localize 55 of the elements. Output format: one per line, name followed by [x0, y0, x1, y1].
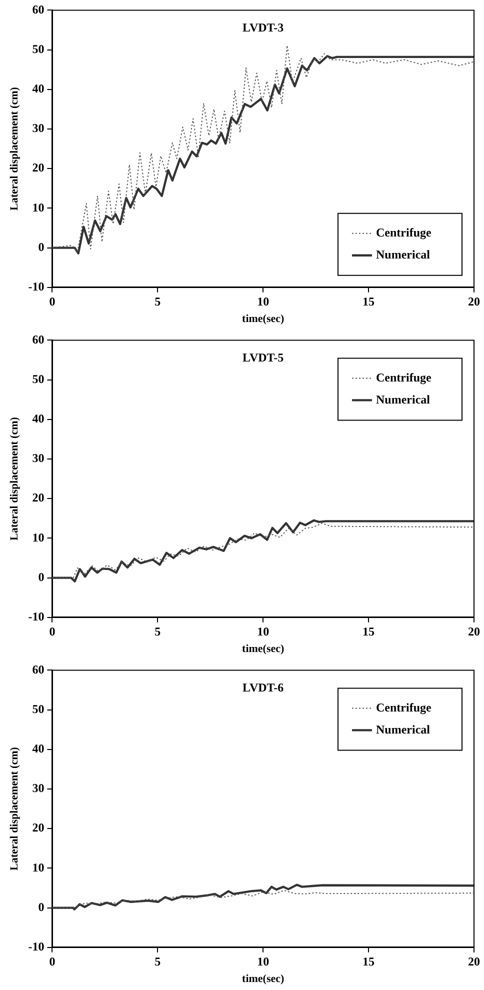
x-tick-label: 15	[362, 624, 375, 639]
x-tick-label: 15	[362, 294, 375, 309]
y-tick-label: 30	[32, 781, 44, 796]
y-tick-label: 0	[38, 900, 44, 914]
x-tick-label: 5	[154, 954, 161, 969]
legend-label: Numerical	[376, 392, 431, 406]
x-tick-label: 0	[49, 624, 56, 639]
y-tick-label: 50	[32, 372, 44, 386]
y-tick-label: 40	[32, 81, 44, 96]
x-axis-title: time(sec)	[242, 973, 284, 986]
legend-label: Centrifuge	[376, 700, 432, 714]
legend-label: Numerical	[376, 722, 431, 736]
x-tick-label: 10	[257, 294, 270, 309]
text: LVDT-5	[242, 350, 284, 364]
x-tick-label: 10	[257, 624, 270, 639]
y-tick-label: 30	[32, 451, 44, 466]
x-tick-label: 20	[468, 954, 480, 969]
y-tick-label: 40	[32, 741, 44, 756]
x-tick-label: 20	[468, 624, 480, 639]
line-series	[52, 890, 474, 908]
text: LVDT-6	[242, 680, 284, 694]
x-tick-label: 15	[362, 954, 375, 969]
x-axis-title: time(sec)	[242, 313, 284, 326]
y-axis-title: Lateral displacement (cm)	[8, 86, 20, 211]
y-tick-label: 60	[32, 2, 44, 16]
y-tick-label: 60	[32, 662, 44, 676]
x-tick-label: 0	[49, 294, 56, 309]
y-tick-label: 0	[38, 240, 44, 254]
x-tick-label: 0	[49, 954, 56, 969]
y-tick-label: 0	[38, 570, 44, 584]
y-tick-label: 50	[32, 702, 44, 716]
x-tick-label: 20	[468, 294, 480, 309]
text: LVDT-3	[242, 20, 284, 34]
y-tick-label: 20	[32, 820, 44, 835]
y-tick-label: 60	[32, 332, 44, 346]
y-tick-label: 10	[32, 530, 44, 544]
y-tick-label: -10	[28, 609, 44, 624]
y-axis-title: Lateral displacement (cm)	[8, 746, 20, 871]
x-axis-title: time(sec)	[242, 643, 284, 656]
legend-label: Centrifuge	[376, 225, 432, 240]
y-tick-label: 10	[32, 860, 44, 874]
y-tick-label: 50	[32, 42, 44, 56]
y-tick-label: 20	[32, 490, 44, 505]
y-tick-label: 10	[32, 200, 44, 214]
x-tick-label: 5	[154, 294, 161, 309]
x-tick-label: 10	[257, 954, 270, 969]
legend-label: Numerical	[376, 247, 431, 262]
legend-label: Centrifuge	[376, 370, 432, 384]
y-tick-label: -10	[28, 279, 44, 294]
y-tick-label: -10	[28, 939, 44, 954]
y-tick-label: 30	[32, 121, 44, 136]
x-tick-label: 5	[154, 624, 161, 639]
y-tick-label: 40	[32, 411, 44, 426]
y-axis-title: Lateral displacement (cm)	[8, 416, 20, 541]
y-tick-label: 20	[32, 160, 44, 175]
